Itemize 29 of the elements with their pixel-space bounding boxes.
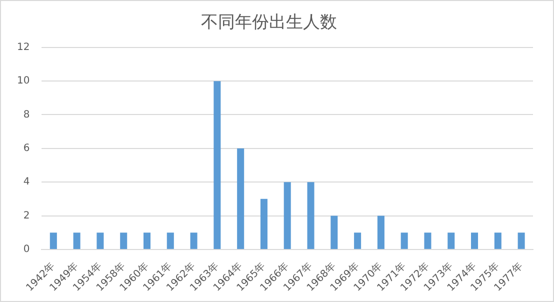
chart-title: 不同年份出生人数 bbox=[201, 12, 337, 33]
y-tick-label: 4 bbox=[23, 176, 30, 188]
bar bbox=[190, 232, 198, 249]
bar bbox=[307, 182, 314, 249]
bar bbox=[237, 148, 244, 249]
bar bbox=[73, 232, 80, 249]
bar bbox=[120, 232, 128, 249]
bar bbox=[96, 232, 104, 249]
bar bbox=[354, 232, 362, 249]
bar bbox=[50, 232, 57, 249]
bar bbox=[284, 182, 291, 249]
bar bbox=[214, 81, 221, 249]
bar bbox=[518, 232, 525, 249]
bar bbox=[166, 232, 174, 249]
bar bbox=[471, 232, 478, 249]
y-tick-label: 10 bbox=[16, 76, 30, 87]
bar bbox=[494, 232, 502, 249]
y-tick-label: 2 bbox=[23, 210, 30, 222]
y-tick-label: 0 bbox=[23, 244, 30, 256]
y-tick-label: 6 bbox=[23, 143, 30, 154]
y-tick-label: 12 bbox=[16, 42, 30, 53]
bar bbox=[400, 232, 408, 249]
bar bbox=[330, 216, 338, 249]
bar bbox=[143, 232, 151, 249]
bar bbox=[448, 232, 455, 249]
bar bbox=[424, 232, 432, 249]
bar bbox=[260, 198, 268, 249]
y-tick-label: 8 bbox=[23, 109, 30, 120]
bar bbox=[377, 216, 384, 249]
